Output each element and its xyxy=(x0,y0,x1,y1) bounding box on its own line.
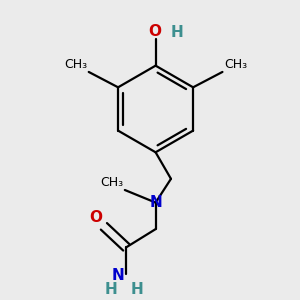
Text: CH₃: CH₃ xyxy=(100,176,124,189)
Text: H: H xyxy=(131,282,144,297)
Text: CH₃: CH₃ xyxy=(224,58,247,70)
Text: N: N xyxy=(149,195,162,210)
Text: H: H xyxy=(104,282,117,297)
Text: H: H xyxy=(171,25,184,40)
Text: CH₃: CH₃ xyxy=(64,58,87,70)
Text: O: O xyxy=(148,24,161,39)
Text: O: O xyxy=(89,210,103,225)
Text: N: N xyxy=(112,268,125,283)
